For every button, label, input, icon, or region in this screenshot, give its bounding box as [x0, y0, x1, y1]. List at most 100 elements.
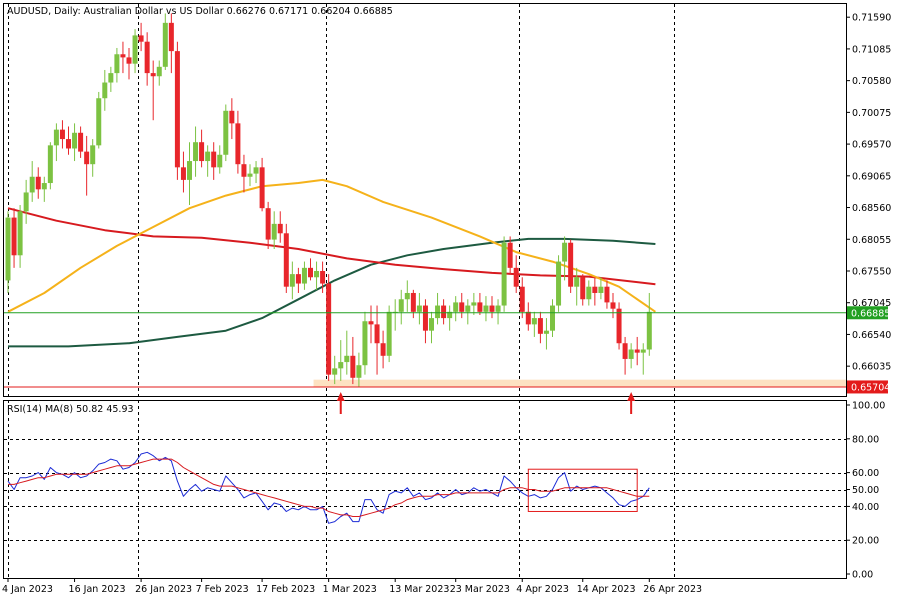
candle [132, 29, 138, 74]
candle-body [162, 22, 168, 67]
candle [610, 292, 616, 319]
candle [531, 311, 537, 337]
candle [144, 32, 150, 86]
price-axis-label: 0.69570 [852, 140, 891, 151]
candle [114, 47, 120, 83]
candle-body [350, 355, 356, 378]
price-axis-label: 0.68055 [852, 235, 891, 246]
candle [174, 41, 180, 180]
candle [295, 267, 301, 293]
candle [17, 205, 23, 268]
price-axis: 0.71590 0.71085 0.70580 0.70075 0.69570 0.690… [846, 13, 891, 373]
candle-body [531, 318, 537, 325]
support-zone [313, 379, 846, 387]
current-price-tag [847, 306, 888, 320]
candle-body [126, 57, 132, 64]
candle [368, 305, 374, 344]
candle [187, 142, 192, 206]
candle-body [495, 305, 501, 312]
up-arrow-head [627, 392, 636, 401]
candle [441, 299, 447, 325]
candle [429, 311, 434, 344]
candle-body [102, 82, 108, 99]
candle-body [23, 192, 29, 212]
candle [380, 330, 386, 369]
price-axis-label: 0.67550 [852, 266, 891, 277]
candle-body [368, 321, 374, 325]
candle-body [489, 305, 495, 312]
candle-body [537, 318, 543, 334]
candle [592, 277, 598, 306]
candle [217, 145, 223, 174]
price-panel-frame [3, 3, 847, 397]
candle [483, 296, 489, 322]
candle-body [556, 261, 562, 306]
candle-body [205, 151, 211, 162]
candle-body [53, 129, 59, 146]
candle-body [199, 142, 205, 162]
chart-title: AUDUSD, Daily: Australian Dollar vs US D… [7, 6, 393, 17]
candle [320, 261, 326, 293]
candle [344, 330, 350, 375]
candle [332, 355, 338, 385]
candle-body [5, 217, 11, 281]
candle-body [422, 305, 428, 331]
candle [435, 292, 441, 325]
price-axis-label: 0.71590 [852, 13, 891, 24]
candle [543, 318, 549, 350]
candle-body [586, 286, 592, 300]
candle-body [283, 233, 289, 287]
moving-averages [7, 178, 656, 348]
candle [5, 211, 11, 293]
rsi-axis-label: 60.00 [852, 468, 879, 479]
candle-body [338, 362, 344, 369]
current-price-tag-label: 0.66885 [851, 308, 890, 319]
candle-body [29, 176, 35, 193]
candlesticks [5, 13, 652, 388]
candle [66, 126, 71, 155]
candle-body [320, 270, 326, 284]
candle-body [180, 167, 186, 180]
candle-body [259, 167, 265, 209]
price-levels [4, 312, 846, 388]
candle-body [174, 51, 180, 168]
candle-body [604, 286, 610, 303]
candle-body [241, 164, 247, 177]
candle-body [568, 242, 574, 287]
candle-body [138, 35, 144, 42]
candle-body [301, 267, 307, 284]
time-axis-label: 4 Apr 2023 [516, 584, 569, 595]
candle [271, 211, 277, 249]
candle [162, 13, 168, 70]
candle [622, 336, 628, 375]
candle [338, 340, 344, 381]
candle-body [96, 98, 102, 146]
time-axis-label: 1 Mar 2023 [323, 584, 377, 595]
candle [556, 255, 562, 312]
candle-body [211, 151, 217, 168]
rsi-highlight-box [527, 468, 638, 512]
candle [47, 142, 53, 190]
support-price-tag [847, 380, 888, 394]
candle [386, 305, 392, 363]
candle [72, 123, 78, 162]
candle [537, 311, 543, 344]
support-price-tag-label: 0.65704 [851, 382, 890, 393]
candle [84, 135, 90, 196]
candle [507, 236, 513, 275]
candle-body [398, 299, 404, 312]
candle-body [265, 208, 271, 240]
candle-body [356, 365, 362, 378]
rsi-axis-label: 50.00 [852, 485, 879, 496]
candle [150, 60, 156, 121]
candle [646, 292, 652, 356]
candle [168, 13, 174, 74]
candle [453, 296, 459, 322]
candle-body [465, 305, 471, 312]
candle [519, 277, 525, 319]
ma50-line [7, 178, 656, 313]
candle-body [441, 305, 447, 319]
time-axis-label: 7 Feb 2023 [196, 584, 249, 595]
rsi-line [7, 451, 650, 524]
price-axis-label: 0.68560 [852, 203, 891, 214]
